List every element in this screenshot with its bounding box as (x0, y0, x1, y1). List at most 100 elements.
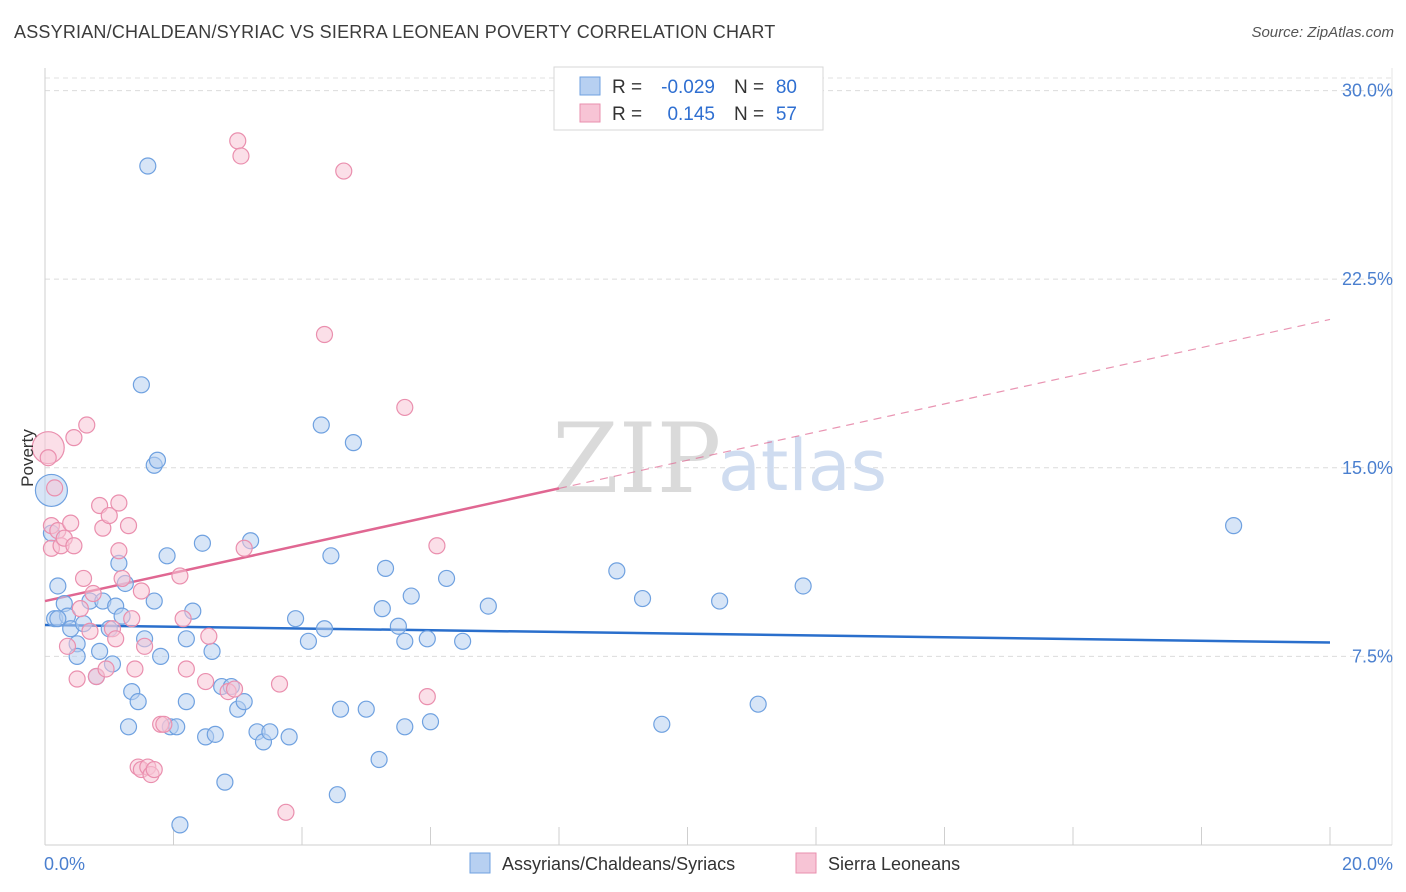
point-series0-49 (261, 723, 279, 741)
point-series1-42 (177, 660, 195, 678)
point-series1-30 (126, 660, 144, 678)
bottom-legend-swatch-assyrian (469, 852, 491, 874)
point-series1-26 (110, 542, 128, 560)
point-series1-43 (197, 672, 215, 691)
point-series1-21 (97, 660, 115, 678)
point-series1-25 (110, 494, 128, 512)
point-series1-40 (171, 567, 189, 585)
point-series1-9 (62, 514, 80, 532)
point-series1-17 (84, 584, 102, 603)
point-series0-65 (396, 718, 414, 736)
bottom-legend: Assyrians/Chaldeans/Syriacs Sierra Leone… (469, 852, 960, 874)
point-series0-63 (389, 617, 407, 635)
point-series1-1 (39, 449, 57, 467)
point-series0-42 (216, 773, 234, 791)
trend-line-dashed-1 (558, 318, 1331, 489)
point-series0-75 (711, 592, 729, 610)
point-series1-29 (123, 610, 141, 628)
point-series0-62 (376, 559, 395, 577)
point-series1-12 (68, 670, 86, 688)
x-tick-label-start: 0.0% (44, 854, 85, 874)
point-series0-33 (171, 816, 189, 834)
point-series0-74 (653, 715, 671, 733)
point-series1-24 (107, 630, 125, 648)
point-series0-20 (119, 718, 138, 736)
bottom-legend-label-sierra: Sierra Leoneans (828, 854, 960, 874)
point-series1-14 (74, 569, 93, 588)
bottom-legend-label-assyrian: Assyrians/Chaldeans/Syriacs (502, 854, 735, 874)
point-series0-67 (418, 630, 436, 648)
point-series0-72 (608, 562, 626, 580)
legend-swatch-assyrian (579, 76, 601, 96)
point-series1-8 (58, 637, 77, 655)
point-series0-51 (286, 610, 305, 628)
point-series0-23 (132, 376, 150, 394)
point-series1-56 (428, 537, 446, 555)
point-series1-28 (119, 517, 138, 535)
point-series1-52 (315, 325, 334, 344)
legend-r-label-1: R = (612, 77, 642, 98)
point-series0-58 (344, 434, 362, 452)
bottom-legend-swatch-sierra (795, 852, 817, 874)
chart-source: Source: ZipAtlas.com (1251, 24, 1394, 41)
legend-r-value-2: 0.145 (667, 104, 715, 125)
point-series0-52 (299, 632, 318, 650)
point-series0-78 (1225, 517, 1243, 535)
point-series0-27 (148, 451, 167, 469)
point-series1-11 (65, 537, 83, 555)
point-series0-79 (49, 610, 67, 628)
legend-swatch-sierra (579, 103, 601, 123)
point-series0-69 (437, 569, 456, 588)
point-series1-4 (46, 479, 64, 497)
point-series0-71 (479, 597, 497, 615)
point-series1-16 (81, 622, 99, 640)
point-series1-41 (174, 610, 192, 628)
point-series0-70 (454, 632, 472, 650)
point-series1-50 (270, 675, 289, 693)
x-tick-label-end: 20.0% (1342, 854, 1393, 874)
point-series1-49 (235, 539, 253, 557)
point-series0-61 (373, 600, 391, 618)
watermark-zip: ZIP (552, 403, 721, 515)
point-series0-28 (145, 592, 163, 610)
point-series0-2 (49, 577, 67, 595)
point-series0-73 (633, 589, 652, 608)
point-series0-35 (177, 630, 195, 648)
y-axis-label: Poverty (18, 429, 37, 487)
point-series0-77 (794, 577, 812, 595)
chart-title: ASSYRIAN/CHALDEAN/SYRIAC VS SIERRA LEONE… (14, 22, 776, 42)
point-series0-34 (177, 693, 195, 711)
point-series1-27 (113, 569, 131, 588)
point-series1-39 (155, 715, 173, 733)
point-series0-45 (235, 693, 253, 711)
point-series1-46 (225, 680, 244, 698)
point-series0-68 (421, 713, 440, 731)
point-series0-55 (322, 547, 340, 565)
point-series1-10 (65, 429, 83, 447)
legend-n-value-2: 57 (776, 104, 797, 125)
point-series0-29 (152, 647, 170, 665)
point-series0-53 (312, 416, 330, 434)
point-series0-66 (402, 587, 420, 605)
point-series1-22 (100, 506, 118, 525)
point-series0-22 (129, 693, 147, 711)
points-layer (31, 132, 1243, 834)
point-series0-37 (193, 534, 212, 552)
point-series0-50 (280, 728, 298, 746)
point-series1-48 (232, 147, 250, 165)
point-series0-40 (206, 725, 224, 743)
point-series1-34 (135, 637, 154, 655)
trend-line-solid-0 (44, 623, 1331, 644)
watermark: ZIP atlas (552, 403, 887, 515)
point-series1-37 (145, 760, 163, 779)
point-series1-55 (418, 688, 436, 706)
legend-n-label-1: N = (734, 77, 764, 98)
grid-layer (45, 68, 1393, 845)
watermark-atlas: atlas (718, 425, 887, 507)
legend-r-label-2: R = (612, 104, 642, 125)
point-series1-44 (200, 627, 218, 645)
point-series0-12 (91, 642, 109, 660)
point-series0-54 (315, 620, 334, 638)
point-series1-32 (132, 582, 150, 600)
